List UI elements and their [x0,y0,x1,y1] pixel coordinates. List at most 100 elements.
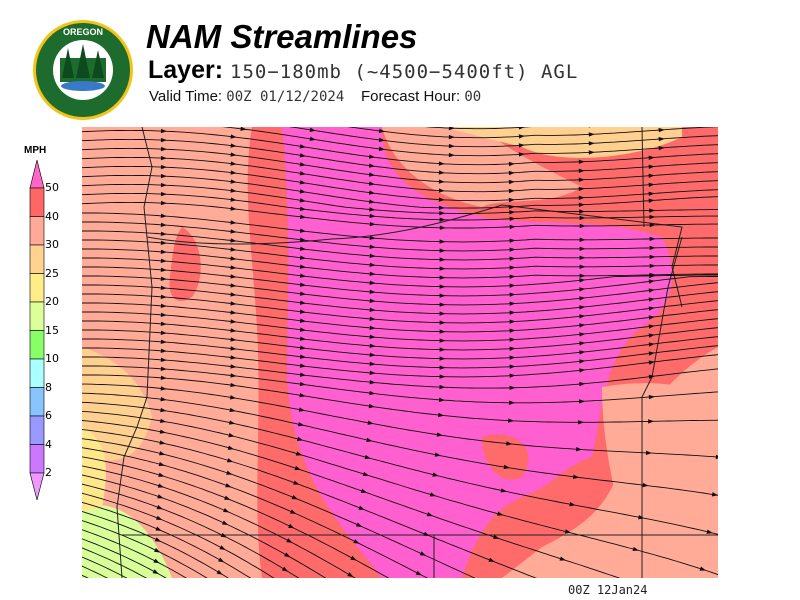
streamline-arrow [160,200,167,206]
streamline-arrow [157,494,164,499]
streamline [82,311,718,342]
streamline-arrow [160,249,167,254]
streamline-arrow [575,447,583,452]
streamline-arrow [432,472,439,477]
streamline-arrow [156,505,163,510]
streamline-arrow [295,451,303,456]
streamline-arrow [369,262,376,268]
legend-tick-label: 25 [45,266,59,280]
streamline-arrow [309,136,316,141]
streamline-arrow [228,432,235,438]
streamline [82,221,718,252]
streamline-arrow [230,355,237,360]
streamline-arrow [160,276,167,281]
streamline-arrow [369,370,376,376]
streamline-arrow [436,432,443,437]
streamline-arrow [369,289,376,295]
streamline-arrow [230,152,237,157]
streamline-arrow [579,237,586,243]
legend-arrow-bottom [29,472,45,500]
streamline-arrow [291,495,298,500]
streamline-arrow [160,321,167,326]
streamline-arrow [299,392,306,398]
streamline-arrow [230,161,237,166]
streamline-arrow [518,152,525,157]
streamline-arrow [648,182,655,188]
streamline [82,565,109,578]
streamline-arrow [439,384,446,390]
streamline-arrow [439,338,446,343]
streamline-arrow [368,172,376,177]
valid-value: 00Z 01/12/2024 [226,89,345,105]
streamline-arrow [299,237,307,242]
streamline-arrow [230,310,237,315]
streamline-arrow [160,213,167,218]
streamline-arrow [223,507,230,513]
streamline-arrow [508,179,515,185]
streamline-arrow [648,351,655,356]
streamline-arrow [299,372,307,377]
streamline-arrow [649,222,656,228]
streamline-arrow [439,284,446,289]
streamline [82,338,718,369]
streamline-arrow [579,314,586,319]
streamline-arrow [439,374,446,379]
streamline-arrow [221,520,229,525]
streamline [82,183,718,214]
streamline-arrow [369,207,376,212]
streamline-arrow [642,482,649,488]
streamline-arrow [160,267,167,272]
streamline-arrow [160,128,167,134]
streamline-arrow [439,302,446,307]
streamline-arrow [355,522,363,527]
streamline-arrow [160,366,167,371]
streamline-arrow [509,216,516,222]
streamline-arrow [230,346,237,351]
streamline-arrow [439,293,446,298]
legend-swatch [29,444,45,474]
streamline-arrow [509,310,516,315]
streamline [82,129,718,166]
streamline-arrow [158,461,165,467]
streamline [82,365,718,404]
streamline-arrow [649,273,656,279]
streamline-arrow [439,311,446,316]
legend-swatch [29,415,45,445]
streamline-arrow [368,154,376,159]
streamline-arrow [509,274,516,279]
streamline-arrow [230,319,237,324]
streamline-arrow [508,197,515,203]
streamline-arrow [500,488,507,493]
streamline-arrow [369,221,376,227]
streamline-arrow [369,253,376,259]
streamline-arrow [228,420,236,425]
streamline-arrow [366,437,373,443]
streamline-arrow [578,195,585,201]
streamline-arrow [509,224,516,230]
streamline-arrow [648,360,655,365]
streamline-arrow [369,379,376,385]
streamline [347,127,718,139]
streamline-arrow [299,381,306,387]
legend-swatch [29,358,45,388]
streamline-arrow [160,348,167,353]
streamline-arrow [369,343,376,349]
streamline-arrow [648,173,655,179]
streamline [82,392,718,496]
streamline-arrow [230,247,237,252]
streamline-arrow [369,213,376,219]
streamline-arrow [367,420,374,425]
streamline-arrow [508,188,515,194]
streamline-arrow [368,199,376,204]
streamline [82,374,718,423]
streamline-arrow [579,368,586,373]
streamline-arrow [297,422,305,427]
page-title: NAM Streamlines [146,18,418,55]
streamline-arrow [368,181,376,186]
streamline-arrow [219,545,226,550]
streamline-arrow [229,407,236,413]
streamline-arrow [648,419,655,424]
streamline-arrow [518,134,525,139]
streamline-arrow [230,197,237,202]
streamline-arrow [564,529,572,534]
